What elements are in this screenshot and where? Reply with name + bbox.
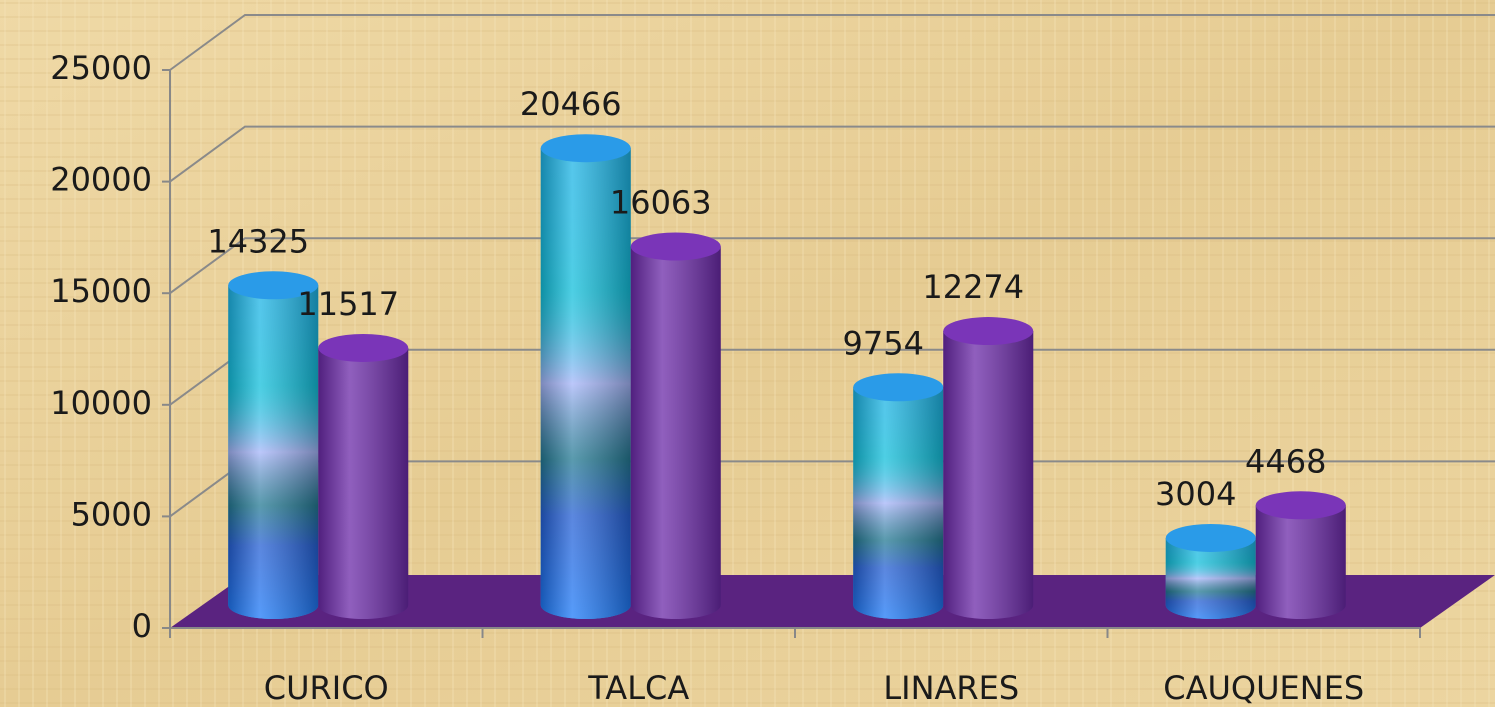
x-tick-label: LINARES xyxy=(883,669,1019,707)
cylinder-top xyxy=(853,373,944,402)
data-label: 9754 xyxy=(843,324,924,362)
data-label: 14325 xyxy=(207,222,309,260)
grid-line xyxy=(169,237,1495,295)
cylinder-shade xyxy=(1255,505,1346,619)
y-tick-label: 10000 xyxy=(50,384,152,422)
cylinder-shade xyxy=(943,331,1034,619)
cylinder-shade xyxy=(1165,537,1256,619)
y-tick-label: 15000 xyxy=(50,272,152,310)
cylinder-top xyxy=(540,134,631,163)
cylinder-top xyxy=(1165,523,1256,552)
y-tick-label: 20000 xyxy=(50,161,152,199)
cylinder-shade xyxy=(540,148,631,619)
y-tick-label: 25000 xyxy=(50,49,152,87)
cylinder-shade xyxy=(630,246,721,619)
x-tick-label: CURICO xyxy=(264,669,389,707)
cylinder-top xyxy=(630,232,721,261)
grid-line xyxy=(169,14,1495,71)
x-tick-label: TALCA xyxy=(587,669,689,707)
cylinder-top xyxy=(943,317,1034,346)
x-tick-label: CAUQUENES xyxy=(1163,669,1364,707)
floor xyxy=(170,575,1495,628)
data-label: 16063 xyxy=(610,183,712,221)
cylinder-shade xyxy=(853,387,944,619)
grid-line xyxy=(169,125,1495,183)
cylinder-top xyxy=(1255,491,1346,520)
data-label: 3004 xyxy=(1155,475,1236,513)
data-label: 12274 xyxy=(922,268,1024,306)
cylinder-top xyxy=(318,333,409,362)
data-label: 20466 xyxy=(520,85,622,123)
y-tick-label: 5000 xyxy=(71,495,152,533)
y-tick-label: 0 xyxy=(132,607,152,645)
cylinder-top xyxy=(228,271,319,300)
cylinder-shade xyxy=(228,285,319,619)
data-label: 4468 xyxy=(1245,442,1326,480)
cylinder-shade xyxy=(318,347,409,619)
data-label: 11517 xyxy=(297,285,399,323)
